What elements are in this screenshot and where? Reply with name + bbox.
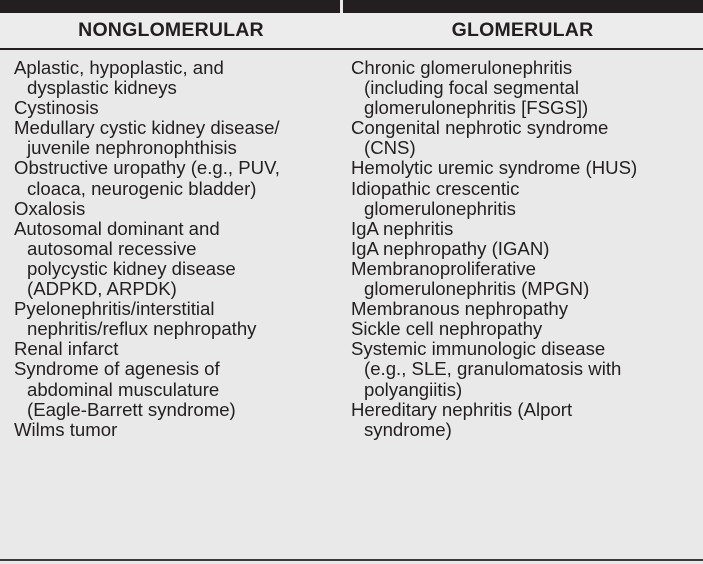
nonglomerular-item: Obstructive uropathy (e.g., PUV, cloaca, …	[14, 158, 354, 198]
glomerular-item-line: (including focal segmental	[364, 77, 579, 99]
glomerular-item-line: Membranous nephropathy	[351, 298, 569, 320]
nonglomerular-item-line: Renal infarct	[14, 338, 119, 360]
glomerular-item: Hemolytic uremic syndrome (HUS)	[351, 158, 691, 178]
glomerular-item-line: Systemic immunologic disease	[351, 338, 606, 360]
glomerular-item: Sickle cell nephropathy	[351, 319, 691, 339]
glomerular-item: Membranoproliferative glomerulonephritis …	[351, 257, 691, 300]
nonglomerular-item-line: autosomal recessive	[27, 237, 197, 259]
nonglomerular-item: Syndrome of agenesis of abdominal muscula…	[14, 359, 354, 419]
nonglomerular-item: Wilms tumor	[14, 418, 354, 440]
nonglomerular-item-line: dysplastic kidneys	[27, 77, 177, 99]
column-gap	[340, 0, 343, 13]
header-nonglomerular: NONGLOMERULAR	[78, 19, 264, 41]
glomerular-item-line: IgA nephropathy (IGAN)	[351, 237, 550, 259]
glomerular-item-line: glomerulonephritis (MPGN)	[364, 278, 590, 300]
nonglomerular-item: Medullary cystic kidney disease/juvenile…	[14, 118, 354, 158]
header-glomerular: GLOMERULAR	[451, 19, 594, 41]
glomerular-item-line: Membranoproliferative	[351, 257, 536, 279]
glomerular-item: Systemic immunologic disease (e.g., SLE, …	[351, 339, 691, 399]
nonglomerular-item-line: polycystic kidney disease	[27, 257, 236, 279]
nonglomerular-column: Aplastic, hypoplastic, and dysplastic kid…	[14, 57, 354, 440]
nonglomerular-item: Renal infarct	[14, 339, 354, 359]
nonglomerular-item: Autosomal dominant and autosomal recessiv…	[14, 217, 354, 300]
nonglomerular-item-line: Medullary cystic kidney disease/	[14, 117, 280, 139]
bottom-rule	[0, 559, 703, 561]
glomerular-item: IgA nephropathy (IGAN)	[351, 237, 691, 259]
nonglomerular-item-line: Wilms tumor	[14, 418, 118, 440]
nonglomerular-item-line: Oxalosis	[14, 197, 86, 219]
glomerular-item-line: glomerulonephritis [FSGS])	[364, 97, 589, 119]
glomerular-item-line: polyangiitis)	[364, 378, 463, 400]
glomerular-item: Chronic glomerulonephritis (including foc…	[351, 57, 691, 119]
nonglomerular-item-line: Autosomal dominant and	[14, 217, 220, 239]
glomerular-item-line: IgA nephritis	[351, 217, 454, 239]
nonglomerular-item-line: (ADPKD, ARPDK)	[27, 278, 177, 300]
glomerular-item: Idiopathic crescentic glomerulonephritis	[351, 177, 691, 219]
glomerular-item: Membranous nephropathy	[351, 299, 691, 319]
nonglomerular-item-line: Syndrome of agenesis of	[14, 358, 220, 380]
glomerular-item-line: (CNS)	[364, 137, 416, 159]
glomerular-item-line: Hemolytic uremic syndrome (HUS)	[351, 157, 638, 179]
glomerular-item-line: Idiopathic crescentic	[351, 177, 520, 199]
nonglomerular-item-line: cloaca, neurogenic bladder)	[27, 177, 257, 199]
glomerular-item-line: syndrome)	[364, 418, 452, 440]
glomerular-item-line: Hereditary nephritis (Alport	[351, 398, 573, 420]
glomerular-item-line: (e.g., SLE, granulomatosis with	[364, 358, 622, 380]
nonglomerular-item: Cystinosis	[14, 98, 354, 118]
top-rule	[0, 0, 703, 13]
nonglomerular-item-line: juvenile nephronophthisis	[27, 137, 237, 159]
nonglomerular-item-line: Pyelonephritis/interstitial	[14, 298, 215, 320]
glomerular-item-line: glomerulonephritis	[364, 197, 516, 219]
glomerular-item: IgA nephritis	[351, 217, 691, 239]
nonglomerular-item-line: (Eagle-Barrett syndrome)	[27, 398, 236, 420]
nonglomerular-item-line: Cystinosis	[14, 97, 99, 119]
glomerular-item: Congenital nephrotic syndrome (CNS)	[351, 118, 691, 158]
table-header: NONGLOMERULAR GLOMERULAR	[0, 13, 703, 50]
nonglomerular-item: Aplastic, hypoplastic, and dysplastic kid…	[14, 57, 354, 99]
glomerular-item: Hereditary nephritis (Alport syndrome)	[351, 398, 691, 440]
nonglomerular-item-line: Obstructive uropathy (e.g., PUV,	[14, 157, 280, 179]
nonglomerular-item: Pyelonephritis/interstitial nephritis/ref…	[14, 299, 354, 339]
nonglomerular-item-line: Aplastic, hypoplastic, and	[14, 57, 224, 78]
glomerular-item-line: Chronic glomerulonephritis	[351, 57, 573, 78]
glomerular-column: Chronic glomerulonephritis (including foc…	[351, 57, 691, 440]
nonglomerular-item-line: nephritis/reflux nephropathy	[27, 318, 257, 340]
nonglomerular-item: Oxalosis	[14, 197, 354, 219]
nonglomerular-item-line: abdominal musculature	[27, 378, 220, 400]
glomerular-item-line: Congenital nephrotic syndrome	[351, 117, 609, 139]
glomerular-item-line: Sickle cell nephropathy	[351, 318, 543, 340]
